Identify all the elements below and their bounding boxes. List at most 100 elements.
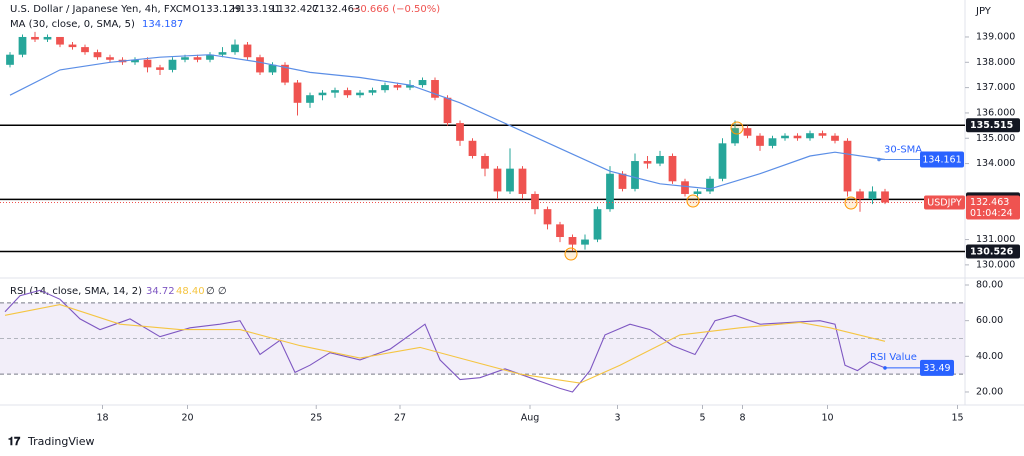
candle-body [668, 155, 677, 182]
candle-body [81, 47, 89, 53]
ma-legend: MA (30, close, 0, SMA, 5) [10, 19, 135, 30]
candle-body [593, 209, 602, 240]
candle-body [743, 128, 752, 136]
candle-body [643, 161, 652, 164]
logo: 𝟏𝟕 TradingView [8, 435, 94, 448]
candle-body [581, 239, 589, 245]
candle-body [856, 191, 864, 200]
candle-body [306, 95, 314, 103]
candle-body [343, 90, 352, 96]
candle-body [831, 135, 839, 141]
candle-body [43, 36, 52, 40]
candle-body [318, 92, 327, 96]
candle-body [231, 44, 239, 53]
ohlc-open: O133.129 [192, 4, 241, 15]
ohlc-close: C132.463 [312, 4, 360, 15]
candle-body [656, 155, 664, 164]
candle-body [481, 155, 489, 169]
y-tick-label: 60.00 [976, 315, 1003, 326]
rsi-line [4, 289, 886, 393]
candle-body [806, 133, 814, 139]
candle-body [168, 59, 177, 70]
candle-body [681, 181, 689, 194]
candle-body [881, 191, 889, 203]
level-tag: 130.526 [970, 247, 1014, 258]
highlight-circle [730, 121, 744, 135]
x-tick-label: 18 [96, 413, 108, 424]
candle-body [193, 57, 202, 60]
candle-body [106, 57, 114, 60]
candle-body [456, 123, 464, 141]
symbol-tag-bg [924, 195, 965, 210]
candle-body [268, 64, 277, 73]
candle-body [206, 54, 214, 60]
candle-body [718, 143, 727, 179]
candle-body [143, 59, 152, 68]
ma-legend-value: 134.187 [142, 19, 183, 30]
candle-body [518, 168, 527, 194]
candle-body [368, 90, 377, 93]
symbol: U.S. Dollar / Japanese Yen, 4h, FXCM [10, 4, 191, 15]
rsi-tag: 33.49 [923, 363, 950, 374]
candle-body [218, 52, 227, 55]
candle-body [868, 191, 877, 200]
level-tag-bg [966, 244, 1020, 259]
y-tick-label: 137.000 [976, 82, 1015, 93]
candle-body [531, 193, 539, 210]
candle-body [281, 64, 289, 83]
candle-body [843, 140, 852, 192]
candle-body [543, 209, 552, 225]
x-tick-label: 3 [614, 413, 620, 424]
highlight-circle [564, 247, 578, 261]
candle-body [706, 178, 714, 192]
candle-body [6, 54, 14, 65]
rsi-tag-bg [920, 359, 954, 376]
rsi-annotation: RSI Value [870, 352, 917, 363]
candle-body [443, 97, 452, 124]
candle-body [793, 135, 802, 139]
rsi-legend: RSI (14, close, SMA, 14, 2) [10, 286, 142, 297]
candle-body [756, 135, 764, 146]
y-tick-label: 40.00 [976, 351, 1003, 362]
rsi-legend-value: 34.72 [146, 286, 175, 297]
x-tick-label: Aug [521, 413, 540, 424]
candle-body [556, 224, 564, 238]
candle-body [331, 90, 339, 93]
candle-body [568, 237, 577, 245]
last-price-tag: 132.463 [970, 197, 1009, 208]
candle-body [781, 135, 789, 139]
x-tick-label: 8 [739, 413, 745, 424]
y-tick-label: 130.000 [976, 259, 1015, 270]
ohlc-high: H133.191 [232, 4, 281, 15]
x-tick-label: 10 [821, 413, 833, 424]
x-tick-label: 25 [310, 413, 322, 424]
candle-body [31, 36, 39, 40]
candle-body [606, 173, 614, 210]
candle-body [818, 133, 827, 136]
x-tick-label: 20 [181, 413, 193, 424]
logo-mark: 𝟏𝟕 [8, 435, 21, 448]
candle-body [731, 128, 739, 144]
highlight-circle [844, 196, 858, 210]
y-tick-label: 20.00 [976, 386, 1003, 397]
level-tag: 135.515 [970, 120, 1013, 131]
rsi-line [4, 304, 886, 384]
candle-body [506, 168, 514, 192]
candle-body [618, 173, 627, 189]
candle-body [406, 85, 414, 88]
ma-line [9, 54, 886, 190]
candle-body [93, 52, 102, 58]
ohlc-low: L132.427 [272, 4, 319, 15]
y-tick-label: 134.000 [976, 158, 1015, 169]
ma-tag: 134.161 [922, 155, 961, 166]
candle-body [243, 44, 252, 58]
rsi-legend-extra: ∅ ∅ [206, 286, 227, 297]
x-tick-label: 5 [699, 413, 705, 424]
y-tick-label: 136.000 [976, 107, 1015, 118]
x-tick-label: 15 [951, 413, 963, 424]
candle-body [468, 140, 477, 156]
last-price-tag-bg [966, 195, 1020, 220]
y-tick-label: 131.000 [976, 234, 1015, 245]
